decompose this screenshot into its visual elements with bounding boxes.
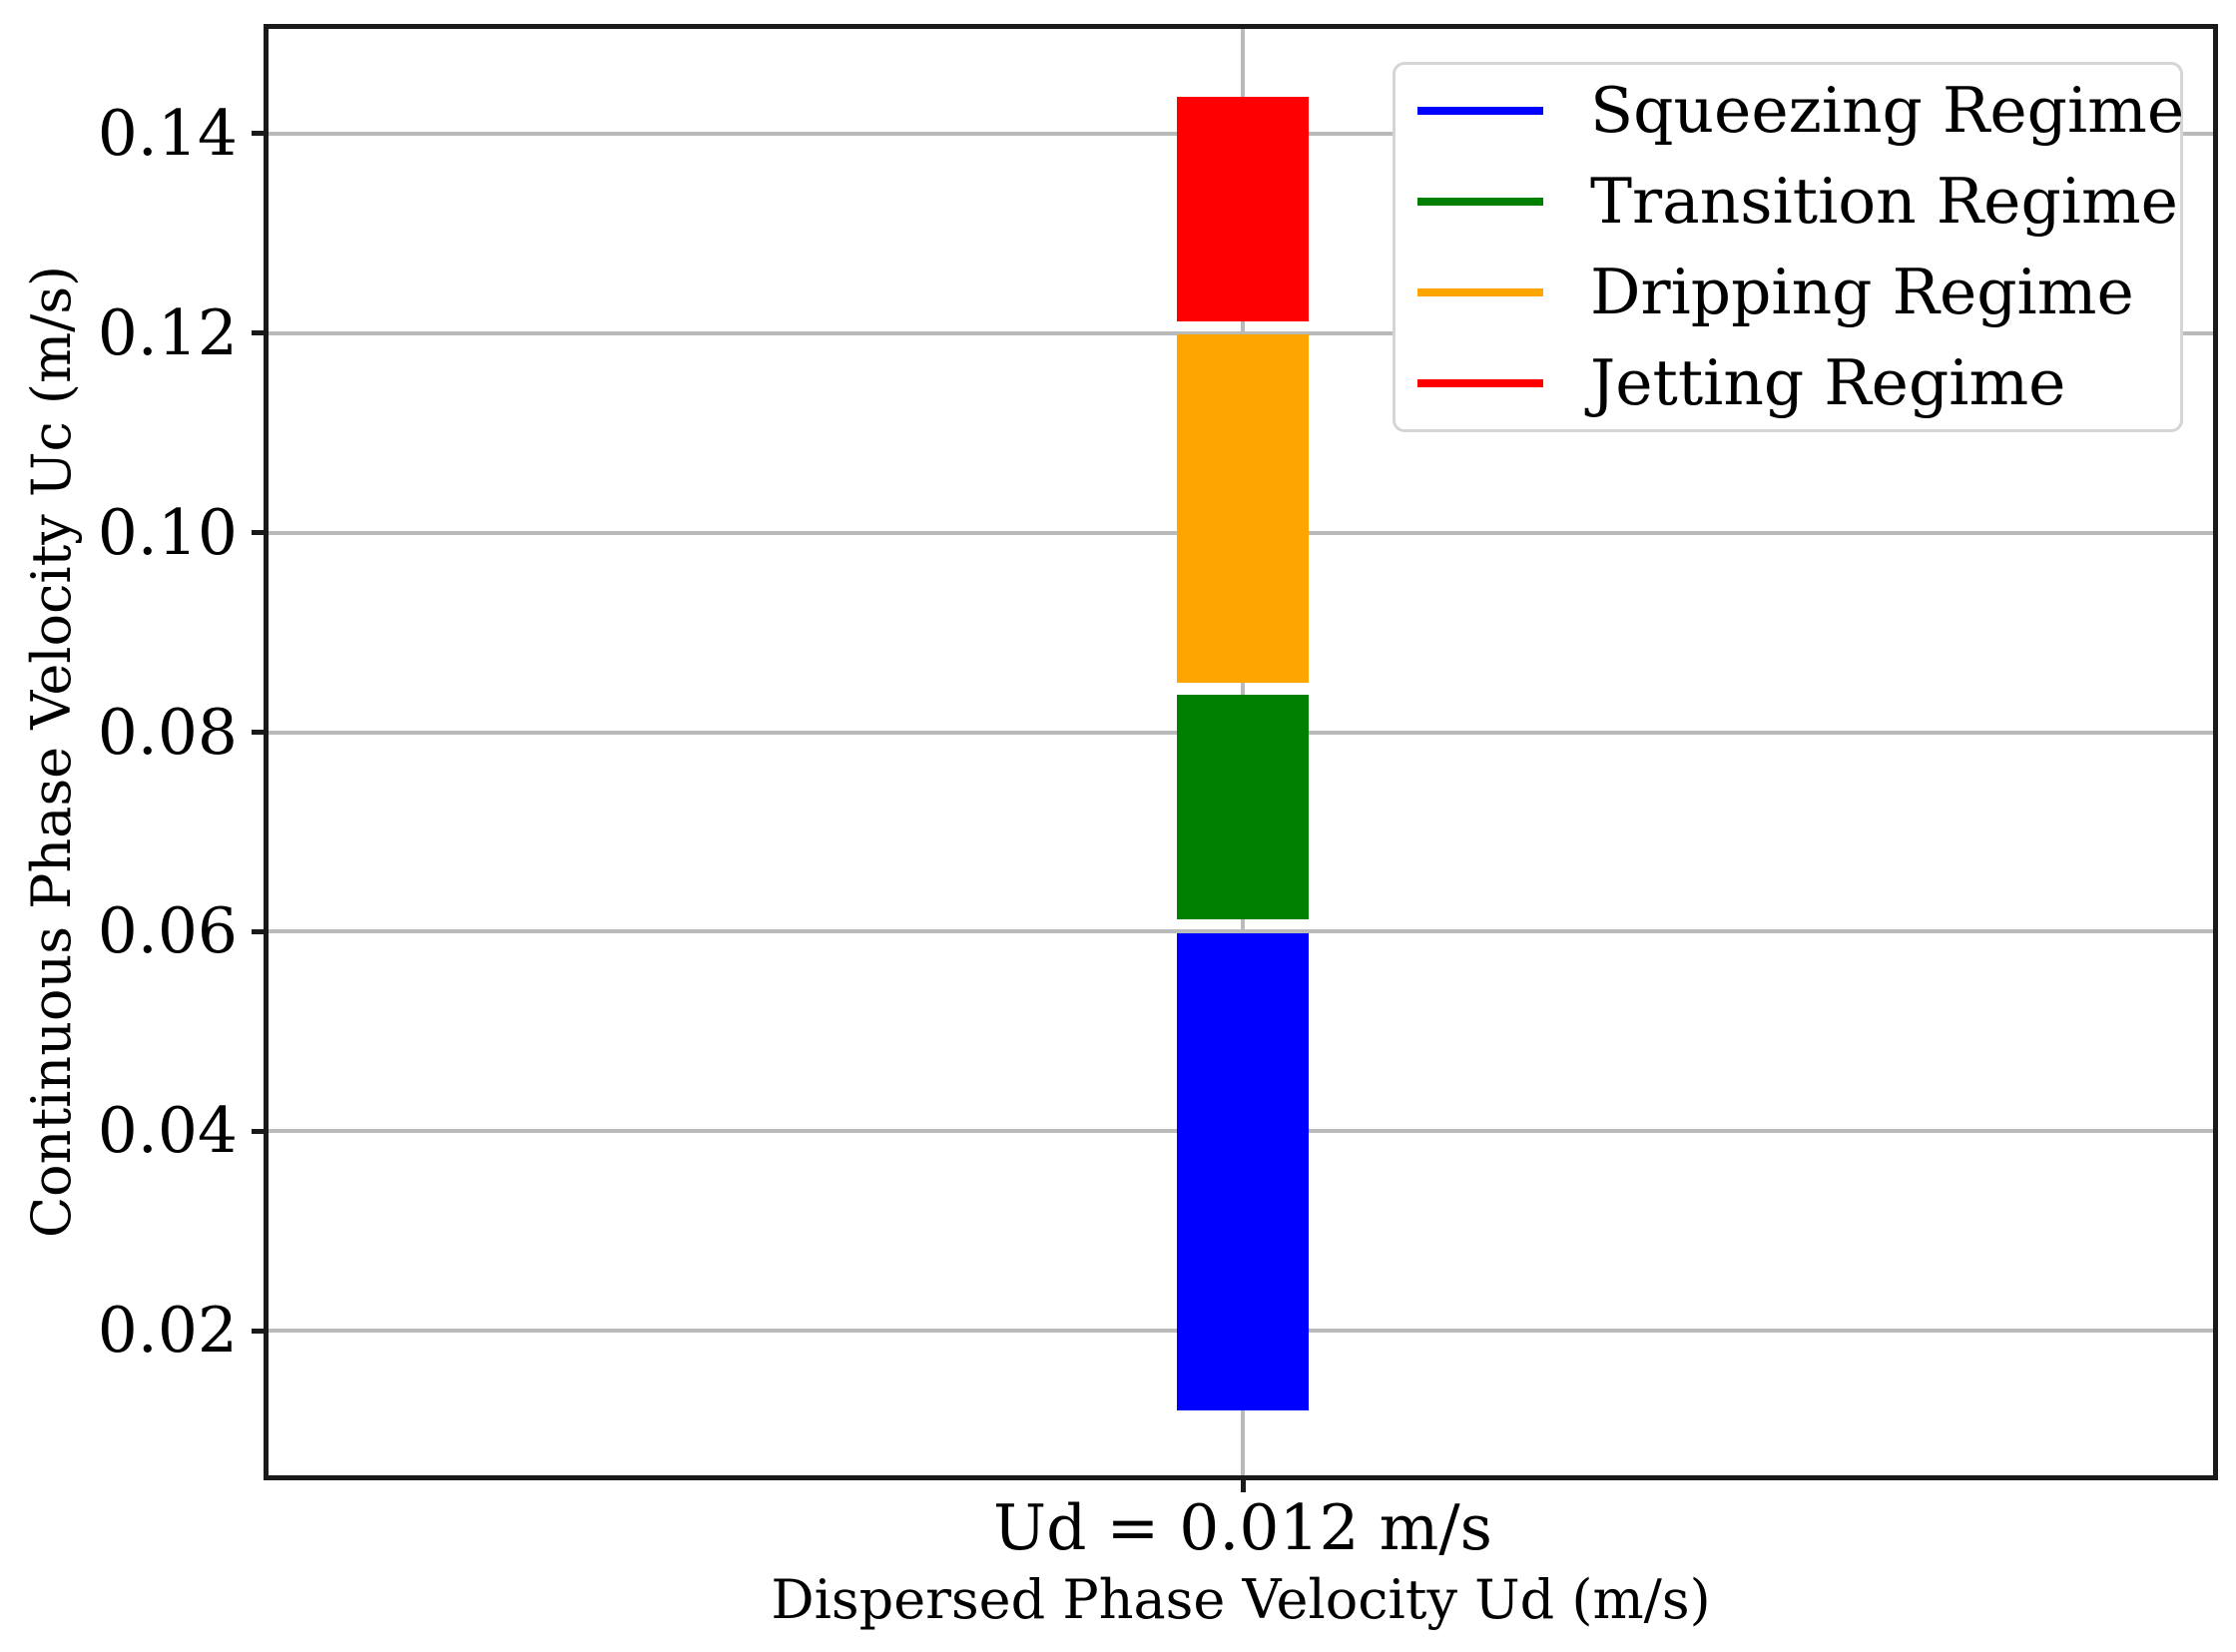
bar-segment-squeezing: [1177, 933, 1309, 1411]
legend-label: Jetting Regime: [1590, 346, 2066, 420]
bar-segment-dripping: [1177, 333, 1309, 683]
legend-label: Squeezing Regime: [1590, 73, 2185, 147]
legend-line-swatch: [1417, 106, 1543, 115]
y-tick-label: 0.06: [97, 894, 238, 968]
axes-plot-area: [269, 29, 2213, 1475]
legend-entry-dripping: Dripping Regime: [1396, 257, 2180, 328]
y-tick-mark: [252, 1128, 269, 1134]
x-axis-label: Dispersed Phase Velocity Ud (m/s): [771, 1568, 1711, 1631]
y-tick-mark: [252, 730, 269, 735]
legend-entry-squeezing: Squeezing Regime: [1396, 74, 2184, 147]
legend-line-swatch: [1417, 379, 1543, 388]
y-tick-label: 0.04: [97, 1094, 238, 1168]
y-tick-label: 0.02: [97, 1294, 238, 1368]
y-tick-mark: [252, 131, 269, 137]
y-tick-mark: [252, 330, 269, 336]
y-tick-label: 0.08: [97, 695, 238, 769]
bar-segment-jetting: [1177, 96, 1309, 321]
y-gridline: [269, 929, 2213, 934]
y-gridline: [269, 330, 2213, 335]
y-tick-label: 0.12: [97, 295, 238, 369]
bar-segment-transition: [1177, 694, 1309, 920]
x-tick-label: Ud = 0.012 m/s: [993, 1491, 1492, 1564]
legend-label: Dripping Regime: [1590, 256, 2134, 329]
legend-entry-jetting: Jetting Regime: [1396, 347, 2180, 419]
y-tick-mark: [252, 928, 269, 934]
legend: Squeezing Regime Transition Regime Drippin…: [1393, 62, 2184, 432]
legend-line-swatch: [1417, 288, 1543, 297]
legend-label: Transition Regime: [1590, 164, 2178, 238]
y-tick-label: 0.10: [97, 495, 238, 569]
y-tick-mark: [252, 1328, 269, 1334]
y-tick-mark: [252, 530, 269, 536]
y-tick-label: 0.14: [97, 96, 238, 170]
legend-entry-transition: Transition Regime: [1396, 164, 2180, 238]
legend-line-swatch: [1417, 197, 1543, 206]
x-tick-mark: [1240, 1475, 1246, 1492]
